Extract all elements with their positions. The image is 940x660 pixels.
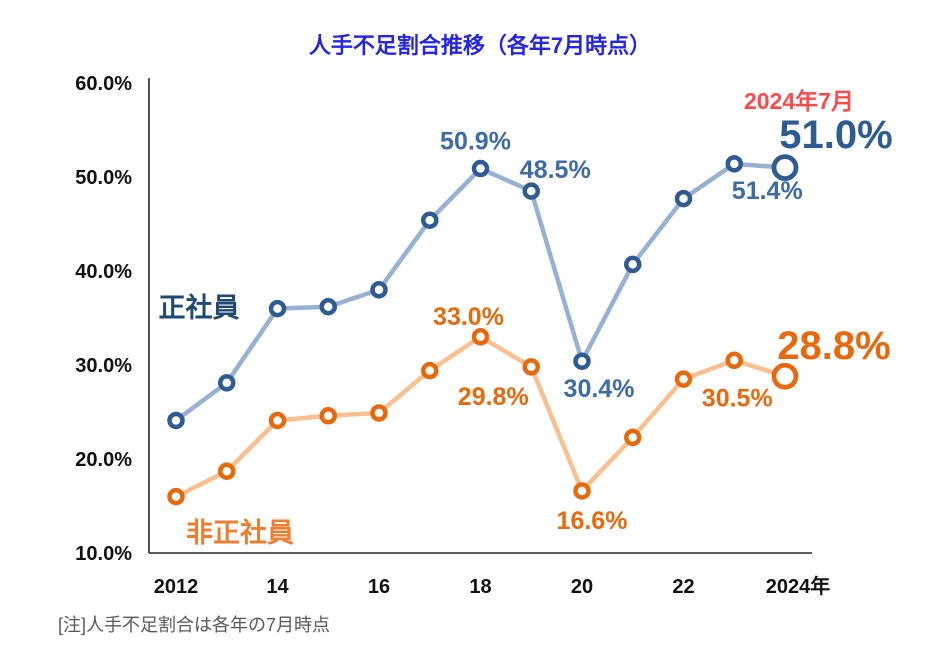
data-point-0 [725, 155, 743, 173]
footnote: [注]人手不足割合は各年の7月時点 [58, 615, 331, 635]
data-point-1 [674, 370, 693, 388]
data-point-1 [624, 428, 642, 447]
y-tick-label: 50.0% [75, 167, 132, 189]
x-tick-label: 22 [672, 576, 694, 598]
point-value-label: 33.0% [433, 303, 504, 331]
series-name-label-1: 非正社員 [186, 517, 294, 548]
data-point-0 [319, 297, 337, 316]
data-point-0 [370, 281, 388, 299]
x-tick-label: 2024年 [766, 574, 831, 598]
callout-label-1: 51.0% [779, 113, 892, 157]
y-tick-label: 40.0% [75, 261, 132, 283]
data-point-1 [522, 358, 540, 376]
series-line-1 [173, 334, 788, 499]
data-point-1 [725, 351, 743, 370]
data-point-0 [421, 211, 439, 229]
data-point-0 [471, 159, 490, 178]
data-point-0 [624, 255, 642, 274]
data-point-1 [471, 328, 490, 346]
point-value-label: 30.5% [702, 384, 773, 412]
point-value-label: 50.9% [440, 128, 511, 156]
data-point-0 [573, 352, 591, 370]
data-point-0 [674, 189, 693, 208]
data-point-1 [421, 361, 439, 380]
y-tick-label: 20.0% [75, 449, 132, 471]
y-tick-label: 60.0% [75, 73, 132, 95]
point-value-label: 16.6% [557, 507, 628, 535]
data-point-0 [268, 299, 287, 318]
series-name-label-0: 正社員 [159, 292, 240, 323]
highlight-data-point-1 [771, 362, 799, 390]
highlight-data-point-0 [771, 154, 799, 182]
x-tick-label: 14 [266, 576, 289, 598]
data-point-1 [573, 482, 591, 500]
y-tick-label: 30.0% [75, 355, 132, 377]
point-value-label: 48.5% [520, 156, 591, 184]
data-point-1 [370, 404, 388, 422]
data-point-0 [167, 411, 185, 430]
data-point-1 [268, 411, 287, 430]
x-tick-label: 16 [368, 576, 390, 598]
x-tick-label: 2012 [154, 576, 199, 598]
data-point-1 [167, 487, 185, 506]
callout-label-0: 2024年7月 [744, 88, 854, 114]
callout-label-2: 28.8% [777, 324, 890, 368]
point-value-label: 29.8% [458, 383, 529, 411]
x-tick-label: 18 [469, 576, 491, 598]
point-value-label: 30.4% [564, 375, 635, 403]
chart-title: 人手不足割合推移（各年7月時点） [308, 33, 652, 58]
point-value-label: 51.4% [732, 177, 803, 205]
data-point-1 [218, 462, 236, 480]
data-point-1 [319, 407, 337, 425]
y-tick-label: 10.0% [75, 543, 132, 565]
x-tick-label: 20 [571, 576, 593, 598]
data-point-0 [522, 182, 540, 200]
data-point-0 [218, 374, 236, 392]
